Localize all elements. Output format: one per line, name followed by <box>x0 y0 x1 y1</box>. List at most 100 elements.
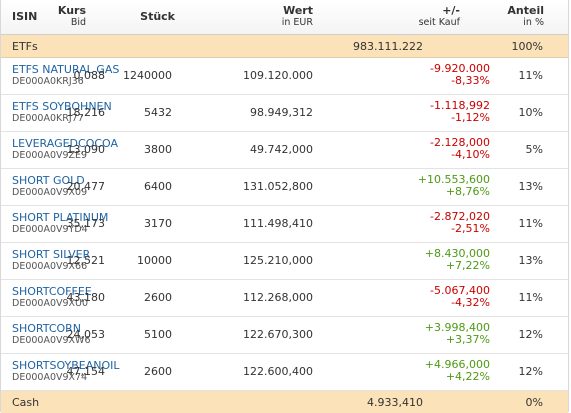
anteil-value: 11% <box>518 217 543 230</box>
change-cell: -2.872,020 -2,51% <box>430 211 490 235</box>
bid-value: 12,521 <box>66 254 106 267</box>
anteil-value: 11% <box>518 291 543 304</box>
isin-code: DE000A0KRJ77 <box>12 113 84 124</box>
isin-code: DE000A0V9ZE9 <box>12 150 88 161</box>
stueck-value: 6400 <box>144 180 172 193</box>
instrument-name-link[interactable]: SHORT GOLD <box>12 174 85 187</box>
wert-value: 131.052,800 <box>243 180 313 193</box>
stueck-value: 2600 <box>144 365 172 378</box>
bid-value: 43,180 <box>66 291 106 304</box>
bid-value: 47,154 <box>66 365 106 378</box>
change-percent: +3,37% <box>445 333 490 346</box>
header-in-eur: in EUR <box>281 17 313 28</box>
header-stueck[interactable]: Stück <box>140 10 175 23</box>
isin-code: DE000A0V9XU0 <box>12 298 89 309</box>
instrument-name-link[interactable]: ETFS SOYBOHNEN <box>12 100 112 113</box>
position-list: ETFS NATURAL GAS DE000A0KRJ36 0,088 1240000… <box>1 58 568 391</box>
change-percent: +4,22% <box>445 370 490 383</box>
wert-value: 122.670,300 <box>243 328 313 341</box>
header-bid: Bid <box>70 17 86 28</box>
bid-value: 24,053 <box>66 328 106 341</box>
anteil-value: 11% <box>518 69 543 82</box>
wert-value: 112.268,000 <box>243 291 313 304</box>
change-absolute: +4.966,000 <box>424 358 490 371</box>
change-cell: -9.920.000 -8,33% <box>430 63 490 87</box>
stueck-value: 5432 <box>144 106 172 119</box>
wert-value: 125.210,000 <box>243 254 313 267</box>
anteil-value: 12% <box>518 365 543 378</box>
wert-value: 111.498,410 <box>243 217 313 230</box>
isin-code: DE000A0V9YD4 <box>12 224 88 235</box>
instrument-name-link[interactable]: SHORTCORN <box>12 322 82 335</box>
bid-value: 13,090 <box>66 143 106 156</box>
change-absolute: -2.128,000 <box>430 136 490 149</box>
change-absolute: -9.920.000 <box>430 62 490 75</box>
anteil-value: 10% <box>518 106 543 119</box>
table-row[interactable]: SHORT PLATINUM DE000A0V9YD4 35,173 3170 111.… <box>1 206 568 243</box>
table-row[interactable]: SHORT GOLD DE000A0V9X09 20,477 6400 131.052,… <box>1 169 568 206</box>
change-absolute: +3.998,400 <box>424 321 490 334</box>
wert-value: 49.742,000 <box>250 143 313 156</box>
isin-code: DE000A0V9XW6 <box>12 335 91 346</box>
instrument-name-link[interactable]: SHORTCOFFEE <box>12 285 92 298</box>
anteil-value: 13% <box>518 254 543 267</box>
table-row[interactable]: SHORT SILVER DE000A0V9X66 12,521 10000 125.2… <box>1 243 568 280</box>
change-cell: -5.067,400 -4,32% <box>430 285 490 309</box>
anteil-value: 5% <box>525 143 543 156</box>
header-kurs: Kurs <box>57 4 86 17</box>
cash-anteil: 0% <box>525 396 543 409</box>
change-percent: -4,32% <box>451 296 490 309</box>
etfs-group-row: ETFs 983.111.222 100% <box>1 35 568 58</box>
header-seit-kauf: seit Kauf <box>418 17 460 28</box>
stueck-value: 5100 <box>144 328 172 341</box>
instrument-name-link[interactable]: SHORT PLATINUM <box>12 211 109 224</box>
header-anteil[interactable]: Anteil in % <box>507 5 544 28</box>
isin-code: DE000A0V9X74 <box>12 372 88 383</box>
instrument-name-link[interactable]: SHORT SILVER <box>12 248 91 261</box>
header-change[interactable]: +/- seit Kauf <box>419 5 460 28</box>
header-wert[interactable]: Wert in EUR <box>282 5 313 28</box>
change-cell: +4.966,000 +4,22% <box>425 359 490 383</box>
change-cell: +8.430,000 +7,22% <box>425 248 490 272</box>
table-row[interactable]: ETFS SOYBOHNEN DE000A0KRJ77 18,216 5432 98.9… <box>1 95 568 132</box>
header-in-pct: in % <box>523 17 544 28</box>
table-row[interactable]: SHORTCORN DE000A0V9XW6 24,053 5100 122.670,3… <box>1 317 568 354</box>
header-anteil-label: Anteil <box>507 4 544 17</box>
change-percent: +8,76% <box>445 185 490 198</box>
bid-value: 35,173 <box>66 217 106 230</box>
change-cell: -2.128,000 -4,10% <box>430 137 490 161</box>
change-absolute: -2.872,020 <box>430 210 490 223</box>
etfs-wert: 983.111.222 <box>353 40 423 53</box>
stueck-value: 3170 <box>144 217 172 230</box>
header-isin[interactable]: ISIN <box>12 10 38 23</box>
instrument-name-link[interactable]: ETFS NATURAL GAS <box>12 63 120 76</box>
table-header: ISIN Kurs Bid Stück Wert in EUR +/- seit… <box>1 0 568 35</box>
change-percent: -4,10% <box>451 148 490 161</box>
bid-value: 18,216 <box>66 106 106 119</box>
table-row[interactable]: SHORTSOYBEANOIL DE000A0V9X74 47,154 2600 122… <box>1 354 568 391</box>
change-absolute: +8.430,000 <box>424 247 490 260</box>
anteil-value: 12% <box>518 328 543 341</box>
change-cell: +10.553,600 +8,76% <box>418 174 490 198</box>
header-plusminus: +/- <box>442 4 460 17</box>
wert-value: 98.949,312 <box>250 106 313 119</box>
change-percent: -2,51% <box>451 222 490 235</box>
isin-code: DE000A0V9X66 <box>12 261 88 272</box>
instrument-name-link[interactable]: SHORTSOYBEANOIL <box>12 359 120 372</box>
table-row[interactable]: ETFS NATURAL GAS DE000A0KRJ36 0,088 1240000… <box>1 58 568 95</box>
stueck-value: 1240000 <box>123 69 172 82</box>
wert-value: 109.120.000 <box>243 69 313 82</box>
change-percent: +7,22% <box>445 259 490 272</box>
change-percent: -8,33% <box>451 74 490 87</box>
table-row[interactable]: LEVERAGEDCOCOA DE000A0V9ZE9 13,090 3800 49.7… <box>1 132 568 169</box>
instrument-name-link[interactable]: LEVERAGEDCOCOA <box>12 137 119 150</box>
stueck-value: 10000 <box>137 254 172 267</box>
table-row[interactable]: SHORTCOFFEE DE000A0V9XU0 43,180 2600 112.268… <box>1 280 568 317</box>
cash-wert: 4.933,410 <box>367 396 423 409</box>
change-percent: -1,12% <box>451 111 490 124</box>
header-kurs-bid[interactable]: Kurs Bid <box>58 5 86 28</box>
change-absolute: -5.067,400 <box>430 284 490 297</box>
bid-value: 0,088 <box>73 69 106 82</box>
change-absolute: -1.118,992 <box>430 99 490 112</box>
